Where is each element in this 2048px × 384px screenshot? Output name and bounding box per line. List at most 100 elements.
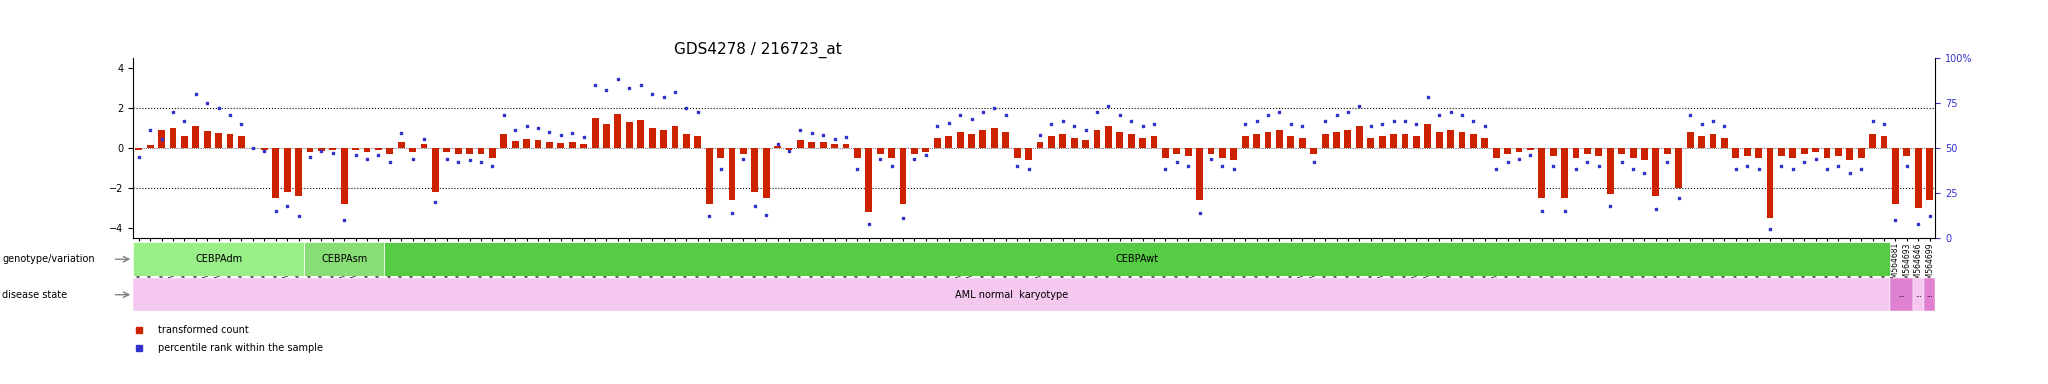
Bar xyxy=(1595,148,1602,156)
Point xyxy=(1913,214,1946,220)
Bar xyxy=(1321,134,1329,148)
Bar xyxy=(1538,148,1546,198)
Bar xyxy=(1026,148,1032,160)
Point xyxy=(567,134,600,140)
Point xyxy=(510,123,543,129)
Point xyxy=(887,215,920,221)
Point xyxy=(420,199,453,205)
Point xyxy=(1229,121,1262,127)
Bar xyxy=(1423,124,1432,148)
Bar xyxy=(1333,132,1339,148)
Bar xyxy=(922,148,930,152)
Point xyxy=(1081,109,1114,115)
Point xyxy=(1104,112,1137,118)
Point xyxy=(1583,163,1616,169)
Bar xyxy=(1688,132,1694,148)
Point xyxy=(532,129,565,135)
Bar xyxy=(659,130,668,148)
Point xyxy=(1468,123,1501,129)
Bar xyxy=(831,144,838,148)
Bar xyxy=(1481,138,1489,148)
Text: CEBPAsm: CEBPAsm xyxy=(322,254,367,264)
Point xyxy=(979,105,1012,111)
Bar xyxy=(193,126,199,148)
FancyBboxPatch shape xyxy=(305,242,385,276)
Point xyxy=(442,159,475,166)
Bar xyxy=(1835,148,1841,156)
Point xyxy=(705,166,737,172)
Bar xyxy=(889,148,895,158)
Point xyxy=(1321,112,1354,118)
Bar xyxy=(1208,148,1214,154)
Point xyxy=(1149,166,1182,172)
Point xyxy=(1753,226,1786,232)
Point xyxy=(625,82,657,88)
Bar xyxy=(410,148,416,152)
Bar xyxy=(956,132,963,148)
Point xyxy=(1456,118,1489,124)
Bar xyxy=(1915,148,1921,208)
Bar xyxy=(1014,148,1020,158)
Bar xyxy=(1288,136,1294,148)
Point xyxy=(580,82,612,88)
Point xyxy=(1354,123,1386,129)
Bar xyxy=(1049,136,1055,148)
Point xyxy=(1171,163,1204,169)
Point xyxy=(430,156,463,162)
Point xyxy=(1810,166,1843,172)
Bar xyxy=(1675,148,1681,188)
Bar xyxy=(1823,148,1831,158)
Point xyxy=(1855,118,1888,124)
Point xyxy=(842,166,874,172)
Bar xyxy=(1298,138,1307,148)
Point xyxy=(932,119,965,126)
Point xyxy=(727,156,760,162)
Bar xyxy=(762,148,770,198)
Bar xyxy=(1151,136,1157,148)
Point xyxy=(1663,195,1696,202)
Point xyxy=(1034,121,1067,127)
Point xyxy=(1788,159,1821,166)
Bar xyxy=(1790,148,1796,158)
Point xyxy=(1571,159,1604,166)
Bar xyxy=(547,142,553,148)
Bar xyxy=(512,141,518,148)
Point xyxy=(807,132,840,138)
Point xyxy=(967,109,999,115)
Point xyxy=(602,76,635,82)
Bar xyxy=(1847,148,1853,160)
Bar xyxy=(637,120,645,148)
Point xyxy=(1606,159,1638,166)
Bar xyxy=(1663,148,1671,154)
Point xyxy=(545,132,578,138)
Bar xyxy=(1413,136,1419,148)
Bar xyxy=(1653,148,1659,196)
Point xyxy=(1206,163,1239,169)
Bar xyxy=(489,148,496,158)
Text: ...: ... xyxy=(1898,292,1905,298)
Text: ...: ... xyxy=(1915,292,1921,298)
Point xyxy=(1845,166,1878,172)
Point xyxy=(1481,166,1513,172)
Bar xyxy=(899,148,907,204)
Point xyxy=(829,134,862,140)
Bar xyxy=(1927,148,1933,200)
Point xyxy=(739,202,772,209)
Point xyxy=(362,152,395,158)
Point xyxy=(1161,159,1194,166)
Point xyxy=(647,94,680,100)
Bar xyxy=(295,148,301,196)
Point xyxy=(1628,170,1661,176)
Bar xyxy=(1368,138,1374,148)
Point xyxy=(1708,123,1741,129)
Bar xyxy=(1128,134,1135,148)
Bar xyxy=(227,134,233,148)
Point xyxy=(852,220,885,227)
Bar xyxy=(934,138,940,148)
Point xyxy=(315,150,348,156)
Point xyxy=(1114,118,1147,124)
Bar xyxy=(979,130,987,148)
Point xyxy=(899,156,932,162)
Point xyxy=(487,112,520,118)
Bar xyxy=(739,148,748,154)
